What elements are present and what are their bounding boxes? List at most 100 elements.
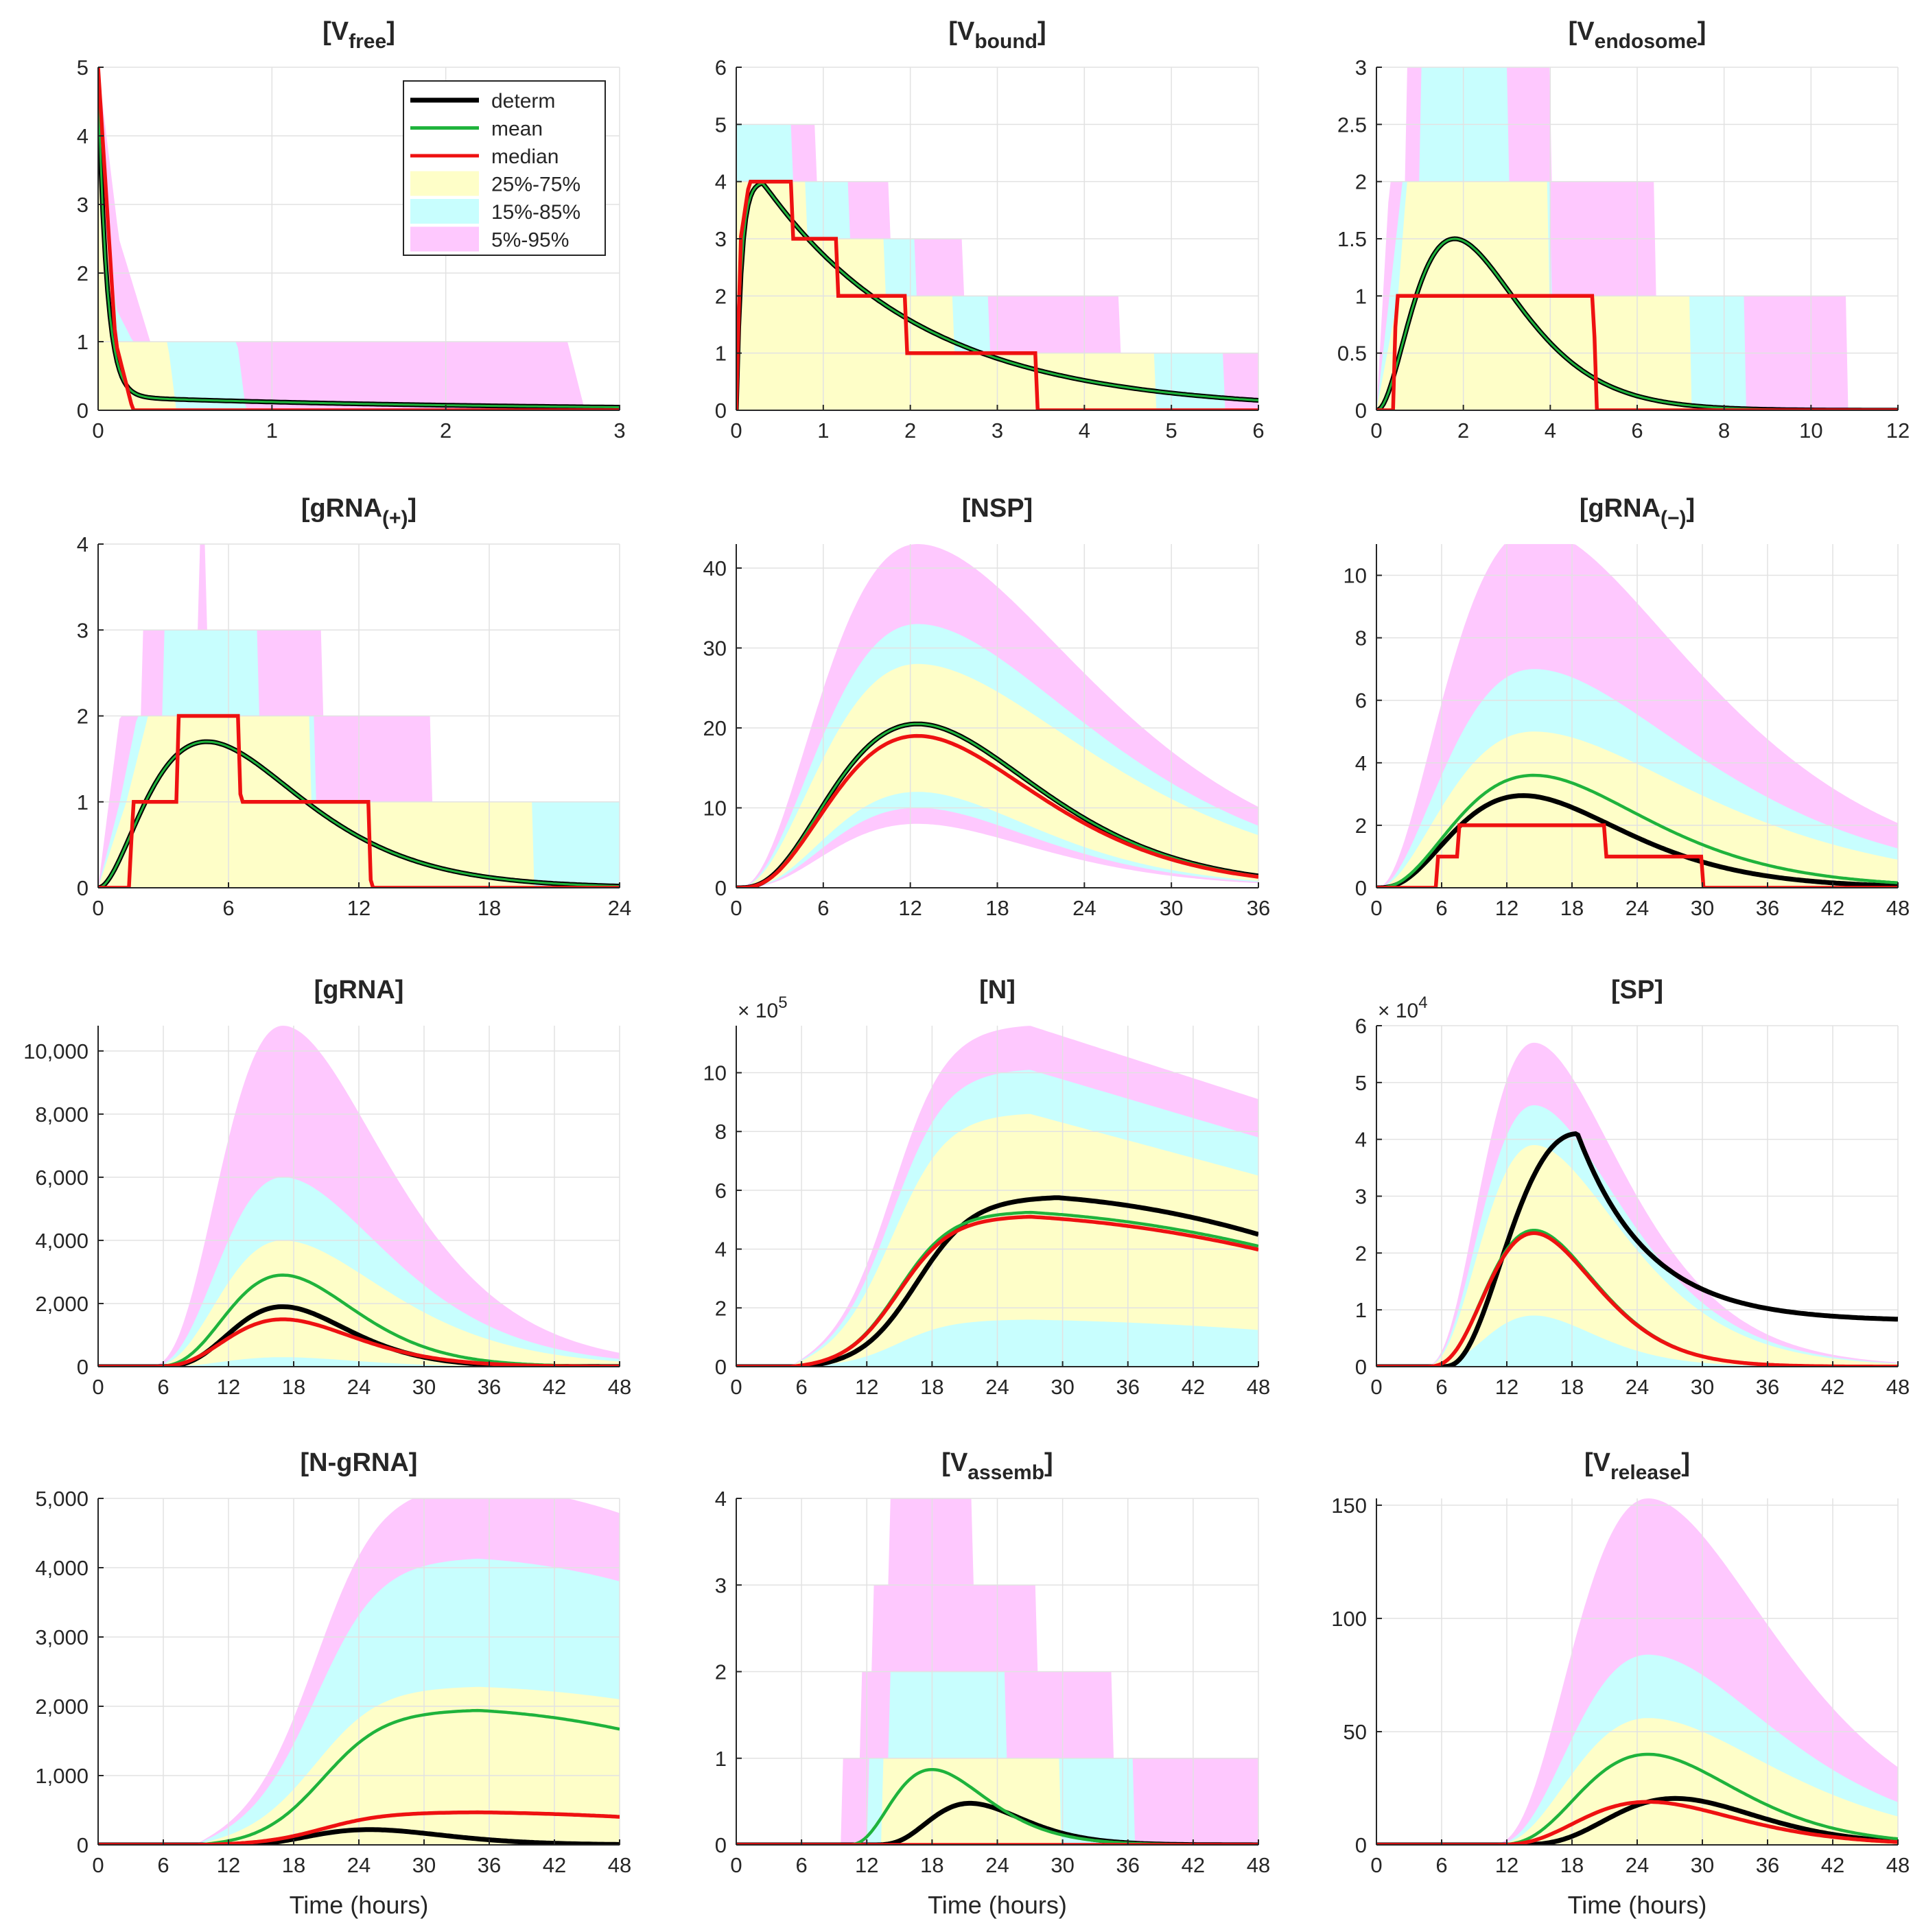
panel-title: [N] (979, 976, 1016, 1004)
x-tick-label: 48 (608, 1853, 631, 1877)
mean-line (1376, 773, 1898, 888)
panel-title: [NSP] (962, 494, 1033, 523)
y-tick-label: 1 (1355, 284, 1367, 308)
x-tick-label: 0 (92, 1853, 104, 1877)
y-tick-label: 0 (1355, 1833, 1367, 1857)
x-axis-label: Time (hours) (1568, 1891, 1707, 1919)
x-tick-label: 42 (1821, 896, 1844, 920)
x-tick-label: 6 (1435, 896, 1447, 920)
x-tick-label: 0 (92, 1375, 104, 1399)
y-tick-label: 10,000 (23, 1039, 89, 1063)
y-tick-label: 6 (715, 56, 727, 80)
y-tick-label: 50 (1344, 1720, 1367, 1744)
panel-2: 0 2 4 6 8 10 12 0 0.5 1 1.5 2 2.5 3 [Vendosome] (1337, 17, 1910, 443)
x-axis-label: Time (hours) (290, 1891, 429, 1919)
x-tick-label: 3 (992, 419, 1003, 443)
y-tick-label: 3 (77, 618, 89, 642)
y-tick-label: 10 (703, 1061, 727, 1085)
y-tick-label: 2 (715, 1660, 727, 1684)
x-tick-label: 18 (1560, 1853, 1584, 1877)
x-tick-label: 18 (1560, 1375, 1584, 1399)
panel-4: 0 6 12 18 24 30 36 0 10 20 30 40 [NSP] (703, 494, 1271, 920)
mean-line (98, 740, 620, 888)
mean-line (736, 182, 1258, 410)
series-lines (1376, 773, 1898, 888)
median-line (1376, 1800, 1898, 1845)
x-tick-label: 2 (1457, 419, 1469, 443)
x-tick-label: 18 (282, 1375, 305, 1399)
x-tick-label: 42 (1182, 1853, 1205, 1877)
x-tick-label: 0 (730, 419, 742, 443)
determ-line (736, 1195, 1258, 1367)
x-tick-label: 0 (730, 1853, 742, 1877)
y-tick-label: 20 (703, 716, 727, 740)
median-line (736, 179, 1258, 410)
y-tick-label: 0.5 (1337, 342, 1367, 366)
y-tick-label: 0 (77, 1833, 89, 1857)
series-lines (98, 714, 620, 888)
y-tick-label: 4 (1355, 1128, 1367, 1152)
legend-label: median (491, 145, 559, 168)
x-tick-label: 36 (1756, 896, 1779, 920)
y-tick-label: 6,000 (35, 1166, 89, 1190)
mean-line (98, 80, 620, 408)
mean-line (1376, 1752, 1898, 1845)
y-tick-label: 10 (703, 796, 727, 820)
x-tick-label: 10 (1799, 419, 1822, 443)
x-tick-label: 12 (855, 1375, 878, 1399)
legend-label: mean (491, 118, 543, 141)
x-tick-label: 36 (478, 1375, 501, 1399)
panel-title: [gRNA(−)] (1580, 494, 1695, 530)
y-tick-label: 0 (715, 399, 727, 423)
y-tick-label: 5 (77, 56, 89, 80)
x-tick-label: 12 (217, 1375, 240, 1399)
legend-label: 5%-95% (491, 229, 569, 252)
x-tick-label: 30 (1691, 896, 1714, 920)
x-tick-label: 30 (1691, 1375, 1714, 1399)
y-tick-label: 1 (77, 790, 89, 814)
x-tick-label: 12 (898, 896, 922, 920)
y-tick-label: 6 (715, 1179, 727, 1203)
y-tick-label: 1,000 (35, 1764, 89, 1788)
x-tick-label: 30 (412, 1375, 436, 1399)
x-tick-label: 42 (543, 1853, 566, 1877)
y-tick-label: 0 (1355, 1355, 1367, 1379)
x-tick-label: 1 (266, 419, 278, 443)
x-tick-label: 6 (157, 1375, 169, 1399)
y-tick-label: 0 (77, 876, 89, 900)
y-tick-label: 1 (1355, 1298, 1367, 1322)
axis-exponent: × 105 (738, 993, 788, 1022)
legend-label: 15%-85% (491, 201, 580, 224)
legend-label: determ (491, 90, 555, 113)
x-tick-label: 6 (157, 1853, 169, 1877)
legend-item: 5%-95% (410, 226, 569, 252)
y-tick-label: 4 (77, 124, 89, 148)
y-tick-label: 0 (1355, 399, 1367, 423)
y-tick-label: 8 (715, 1120, 727, 1144)
panel-6: 0 6 12 18 24 30 36 42 48 0 2,000 4,000 6,000 8,000 10,… (23, 976, 631, 1399)
x-tick-label: 12 (855, 1853, 878, 1877)
legend-item: 25%-75% (410, 171, 580, 196)
x-tick-label: 6 (1252, 419, 1264, 443)
y-tick-label: 3 (1355, 56, 1367, 80)
x-tick-label: 24 (985, 1375, 1009, 1399)
y-tick-label: 6 (1355, 689, 1367, 713)
x-tick-label: 36 (478, 1853, 501, 1877)
x-tick-label: 2 (904, 419, 916, 443)
x-tick-label: 36 (1116, 1375, 1140, 1399)
grid (1376, 1498, 1899, 1846)
determ-line (98, 1827, 620, 1845)
x-tick-label: 0 (1370, 896, 1382, 920)
y-tick-label: 3 (1355, 1185, 1367, 1209)
x-tick-label: 3 (613, 419, 625, 443)
x-tick-label: 8 (1718, 419, 1730, 443)
x-tick-label: 24 (347, 1375, 371, 1399)
panel-title: [SP] (1611, 976, 1663, 1004)
x-tick-label: 48 (1886, 1853, 1910, 1877)
mean-line (98, 1708, 620, 1845)
x-tick-label: 24 (1626, 1375, 1649, 1399)
